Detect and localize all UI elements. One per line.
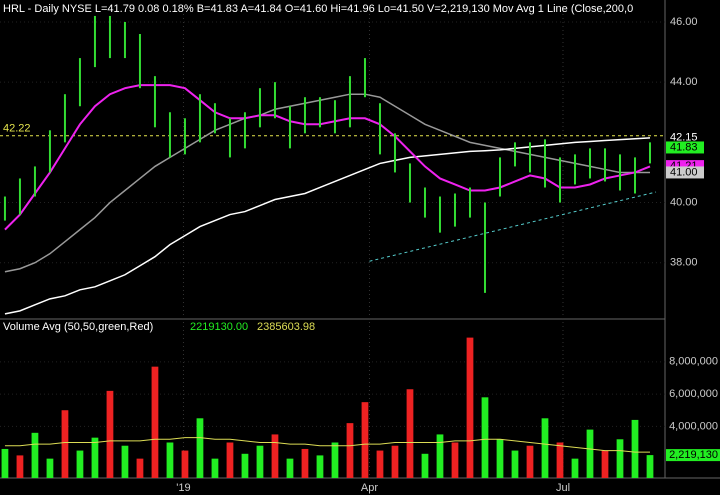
volume-bar	[271, 434, 279, 478]
volume-bar	[121, 445, 129, 478]
price-tag	[666, 131, 704, 144]
volume-bar	[61, 410, 69, 478]
price-tag	[666, 166, 704, 179]
header: HRL - Daily NYSE L=41.79 0.08 0.18% B=41…	[3, 3, 633, 15]
volume-bar	[391, 445, 399, 478]
y-tick-label: 38.00	[670, 257, 698, 269]
volume-bar	[316, 455, 324, 478]
volume-bar	[346, 423, 354, 478]
moving-average	[4, 137, 651, 315]
volume-average	[4, 437, 650, 453]
volume-bar	[511, 450, 519, 478]
volume-bar	[451, 442, 459, 478]
x-tick-label: Jul	[556, 482, 570, 494]
volume-bar	[331, 442, 339, 478]
volume-bar	[301, 448, 309, 478]
volume-bar	[406, 389, 414, 478]
volume-bar	[616, 439, 624, 478]
volume-bar	[376, 450, 384, 478]
volume-bar	[466, 337, 474, 478]
volume-bar	[361, 402, 369, 478]
volume-bar	[601, 450, 609, 478]
volume-bar	[211, 458, 219, 478]
price-tag-label: 42.15	[670, 132, 698, 144]
trendline	[369, 191, 657, 262]
volume-bar	[181, 450, 189, 478]
volume-bar	[436, 434, 444, 478]
volume-bar	[196, 418, 204, 478]
volume-bar	[166, 442, 174, 478]
resistance-label: 42.22	[3, 123, 31, 135]
y-tick-label: 40.00	[670, 196, 698, 208]
volume-bar	[571, 458, 579, 478]
moving-average	[4, 84, 651, 231]
volume-bar	[31, 432, 39, 478]
y-tick-label: 8,000,000	[669, 356, 718, 368]
volume-bar	[631, 419, 639, 478]
volume-bar	[106, 390, 114, 478]
y-tick-label: 44.00	[670, 76, 698, 88]
volume-bar	[226, 442, 234, 478]
volume-bar	[496, 439, 504, 478]
volume-bar	[556, 442, 564, 478]
x-tick-label: '19	[176, 482, 190, 494]
volume-bar	[136, 458, 144, 478]
y-tick-label: 4,000,000	[669, 420, 718, 432]
volume-bar	[151, 366, 159, 478]
volume-bar	[241, 453, 249, 478]
price-tag-label: 41.83	[670, 141, 698, 153]
volume-bar	[46, 458, 54, 478]
y-tick-label: 46.00	[670, 16, 698, 28]
price-tag	[666, 141, 704, 154]
volume-bar	[481, 397, 489, 478]
volume-tag	[666, 449, 720, 462]
volume-avg: 2385603.98	[257, 321, 315, 333]
volume-last: 2219130.00	[190, 321, 248, 333]
volume-bar	[256, 445, 264, 478]
volume-bar	[16, 455, 24, 478]
volume-bar	[586, 429, 594, 478]
volume-bar	[91, 437, 99, 478]
price-tag-label: 41.00	[670, 166, 698, 178]
volume-tag-label: 2,219,130	[669, 449, 718, 461]
volume-bar	[76, 450, 84, 478]
moving-average	[4, 93, 650, 273]
x-tick-label: Apr	[361, 482, 378, 494]
volume-bar	[286, 458, 294, 478]
volume-bar	[421, 453, 429, 478]
volume-bar	[541, 418, 549, 478]
volume-bar	[526, 445, 534, 478]
volume-bar	[1, 448, 9, 478]
volume-legend: Volume Avg (50,50,green,Red)	[3, 321, 153, 333]
y-tick-label: 6,000,000	[669, 388, 718, 400]
volume-bar	[646, 455, 654, 478]
